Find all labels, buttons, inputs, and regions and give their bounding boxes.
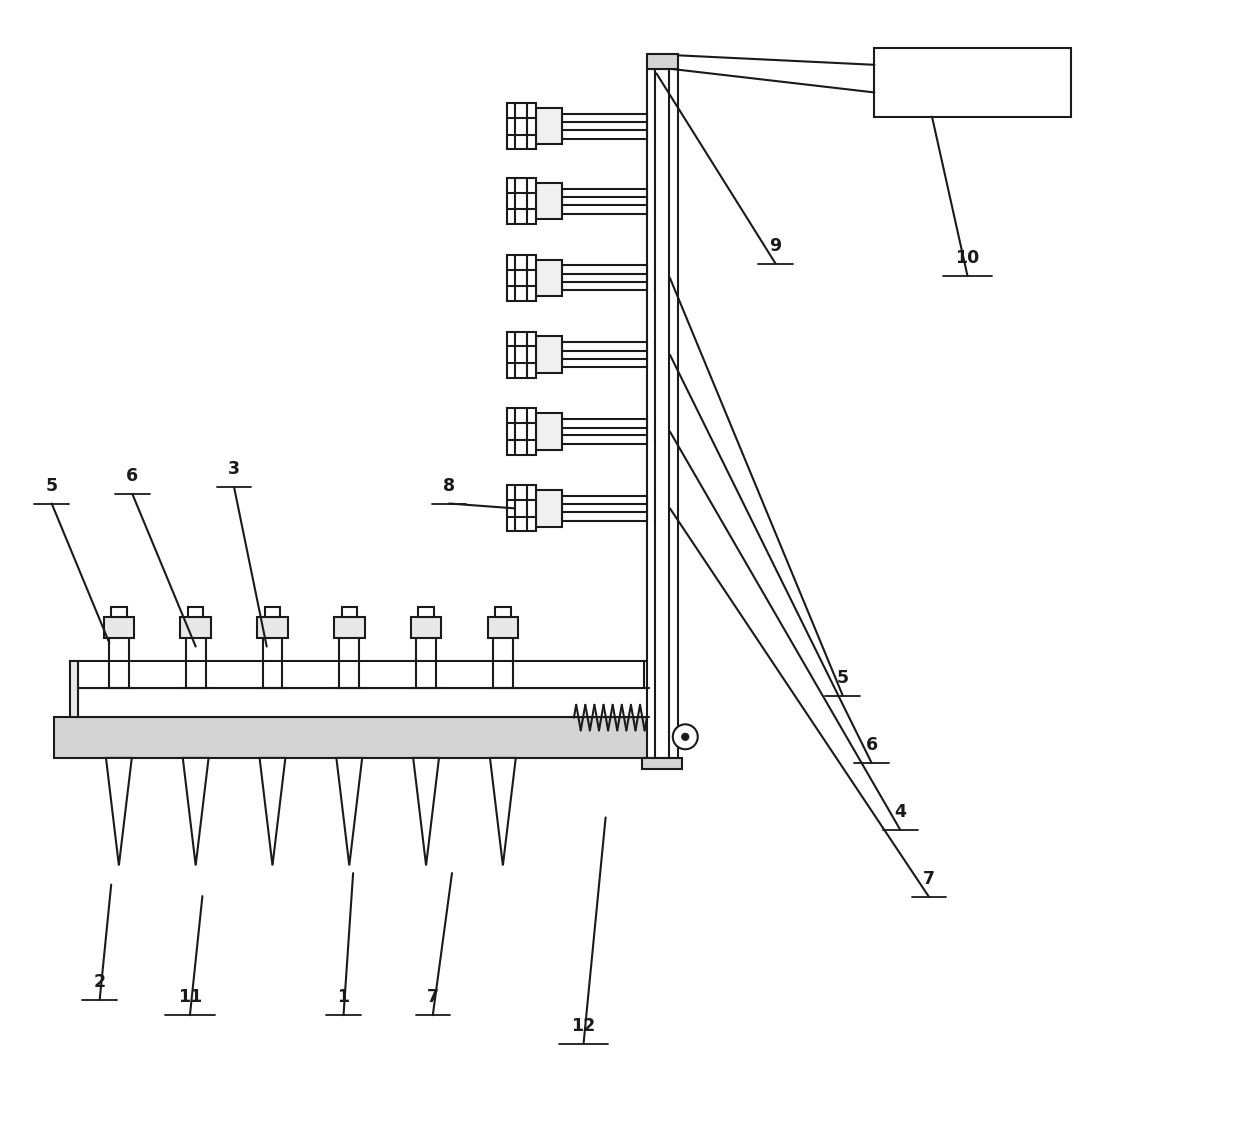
Text: 8: 8 bbox=[443, 477, 455, 495]
Bar bbox=[563, 114, 647, 139]
Polygon shape bbox=[259, 758, 285, 865]
Bar bbox=[507, 178, 536, 224]
Polygon shape bbox=[336, 758, 362, 865]
Text: 4: 4 bbox=[894, 803, 906, 821]
Bar bbox=[563, 418, 647, 444]
Bar bbox=[112, 607, 126, 617]
Bar bbox=[642, 758, 682, 769]
Bar bbox=[647, 69, 677, 758]
Bar bbox=[563, 496, 647, 521]
Bar bbox=[410, 617, 441, 638]
Text: 3: 3 bbox=[228, 460, 241, 478]
Text: 5: 5 bbox=[46, 477, 58, 495]
Bar bbox=[563, 188, 647, 213]
Bar bbox=[78, 661, 644, 688]
Bar bbox=[188, 607, 203, 617]
Bar bbox=[495, 607, 511, 617]
Text: 10: 10 bbox=[955, 249, 980, 267]
Text: 12: 12 bbox=[572, 1017, 595, 1036]
Bar bbox=[536, 413, 563, 450]
Bar bbox=[507, 103, 536, 149]
Text: 6: 6 bbox=[866, 735, 878, 754]
Bar bbox=[536, 336, 563, 373]
Bar bbox=[536, 108, 563, 144]
Text: 1: 1 bbox=[337, 988, 350, 1006]
Bar bbox=[507, 408, 536, 455]
Polygon shape bbox=[490, 758, 516, 865]
Bar bbox=[507, 255, 536, 301]
Text: 7: 7 bbox=[427, 988, 439, 1006]
Bar bbox=[265, 607, 280, 617]
Bar bbox=[334, 617, 365, 638]
Bar bbox=[536, 490, 563, 527]
Polygon shape bbox=[105, 758, 131, 865]
Bar bbox=[563, 265, 647, 290]
Bar bbox=[78, 688, 649, 716]
Text: 11: 11 bbox=[177, 988, 202, 1006]
Text: 6: 6 bbox=[126, 467, 139, 485]
Bar bbox=[53, 716, 668, 758]
Bar bbox=[536, 259, 563, 297]
Bar bbox=[257, 617, 288, 638]
Polygon shape bbox=[413, 758, 439, 865]
Bar bbox=[103, 617, 134, 638]
Bar bbox=[563, 342, 647, 368]
Bar bbox=[69, 661, 78, 716]
Bar bbox=[507, 332, 536, 378]
Bar bbox=[536, 183, 563, 219]
Text: 5: 5 bbox=[837, 669, 849, 687]
Circle shape bbox=[673, 724, 698, 749]
Text: 9: 9 bbox=[770, 237, 781, 255]
Circle shape bbox=[682, 733, 689, 741]
Bar bbox=[647, 54, 677, 69]
Text: 7: 7 bbox=[923, 870, 935, 888]
Bar bbox=[180, 617, 211, 638]
Bar bbox=[507, 485, 536, 531]
Bar bbox=[487, 617, 518, 638]
Bar bbox=[341, 607, 357, 617]
Bar bbox=[874, 47, 1071, 116]
Bar bbox=[418, 607, 434, 617]
Polygon shape bbox=[182, 758, 208, 865]
Text: 2: 2 bbox=[93, 973, 105, 992]
